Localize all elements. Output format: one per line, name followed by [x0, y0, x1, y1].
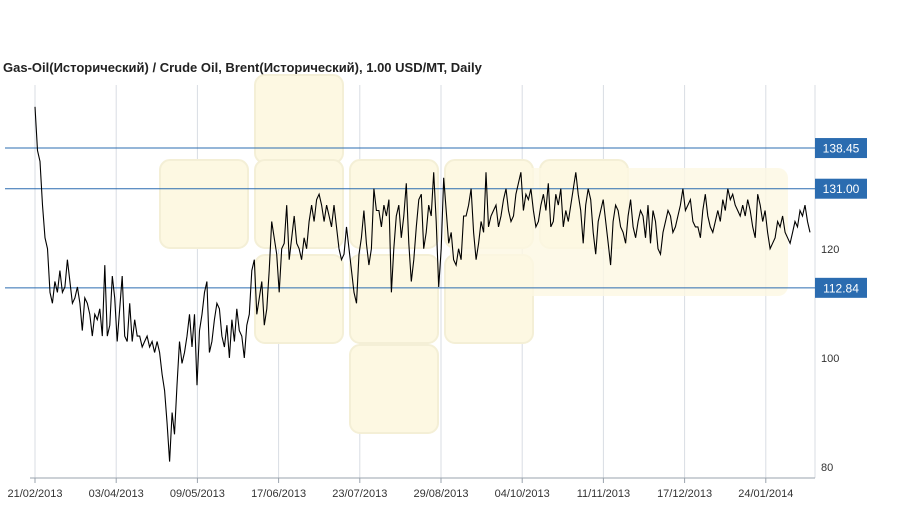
level-label-bg — [815, 178, 867, 199]
y-tick-label: 120 — [821, 244, 839, 256]
level-label: 131.00 — [823, 182, 860, 196]
level-label: 112.84 — [823, 281, 859, 295]
x-tick-label: 11/11/2013 — [577, 488, 630, 500]
watermark-tile — [254, 74, 344, 164]
watermark-tile — [349, 254, 439, 344]
level-label-bg — [815, 277, 867, 298]
y-tick-label: 100 — [821, 353, 839, 365]
watermark-tile — [349, 344, 439, 434]
watermark-tile — [254, 159, 344, 249]
series-line — [34, 106, 811, 462]
x-tick-label: 23/07/2013 — [332, 488, 387, 500]
watermark-tile — [159, 159, 249, 249]
x-tick-label: 09/05/2013 — [170, 488, 225, 500]
watermark-logo — [159, 74, 788, 434]
x-tick-label: 24/01/2014 — [738, 488, 793, 500]
x-tick-label: 04/10/2013 — [495, 488, 550, 500]
x-tick-label: 03/04/2013 — [89, 488, 144, 500]
x-tick-label: 17/06/2013 — [251, 488, 306, 500]
x-axis: 21/02/2013 03/04/2013 09/05/2013 17/06/2013… — [7, 478, 793, 500]
y-tick-label: 80 — [821, 462, 833, 474]
x-tick-label: 29/08/2013 — [413, 488, 468, 500]
watermark-band — [450, 168, 788, 296]
level-lines: 138.45 131.00 112.84 — [5, 138, 867, 298]
watermark-tile — [349, 159, 439, 249]
level-label: 138.45 — [823, 142, 860, 156]
x-tick-label: 21/02/2013 — [7, 488, 62, 500]
level-label-bg — [815, 138, 867, 159]
y-axis: 80 100 120 — [821, 244, 839, 474]
chart-title: Gas-Oil(Исторический) / Crude Oil, Brent… — [3, 60, 482, 75]
x-tick-label: 17/12/2013 — [657, 488, 712, 500]
watermark-tile — [254, 254, 344, 344]
